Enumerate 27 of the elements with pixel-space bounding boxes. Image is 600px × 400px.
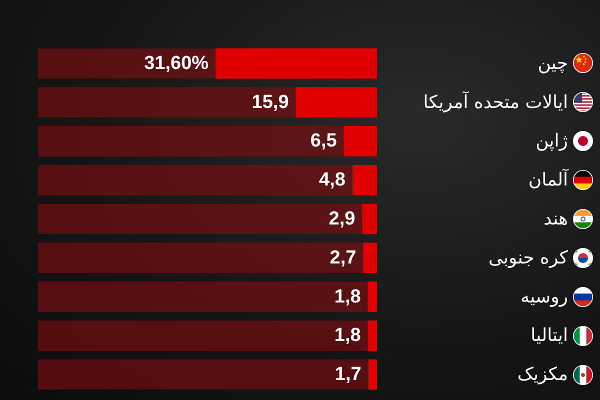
bar — [296, 87, 377, 118]
bar — [352, 164, 377, 196]
y-tick-label: هند — [544, 208, 568, 230]
y-tick-label: ژاپن — [536, 130, 568, 152]
data-label: 1,8 — [334, 325, 361, 346]
y-tick-label: ایتالیا — [530, 325, 568, 346]
data-label: 4,8 — [319, 170, 346, 191]
data-label: 1,8 — [334, 286, 361, 308]
data-label: 6,5 — [310, 130, 338, 152]
bar — [368, 320, 377, 351]
y-tick-label: کره جنوبی — [488, 247, 568, 268]
data-label: 15,9 — [252, 92, 289, 113]
bar — [344, 126, 377, 156]
y-tick-label: چین — [538, 52, 568, 74]
bar — [362, 204, 377, 234]
data-label: 2,7 — [330, 247, 356, 268]
y-tick-label: ایالات متحده آمریکا — [423, 90, 568, 113]
data-label: 1,7 — [334, 364, 362, 386]
data-label: 31,60% — [144, 52, 209, 74]
y-tick-label: روسیه — [520, 286, 568, 308]
bar — [363, 242, 377, 274]
y-tick-label: آلمان — [528, 168, 569, 191]
bar — [216, 48, 377, 79]
data-label: 2,9 — [328, 208, 356, 230]
bar — [368, 282, 377, 312]
y-tick-label: مکزیک — [517, 364, 568, 386]
bar — [368, 359, 377, 390]
